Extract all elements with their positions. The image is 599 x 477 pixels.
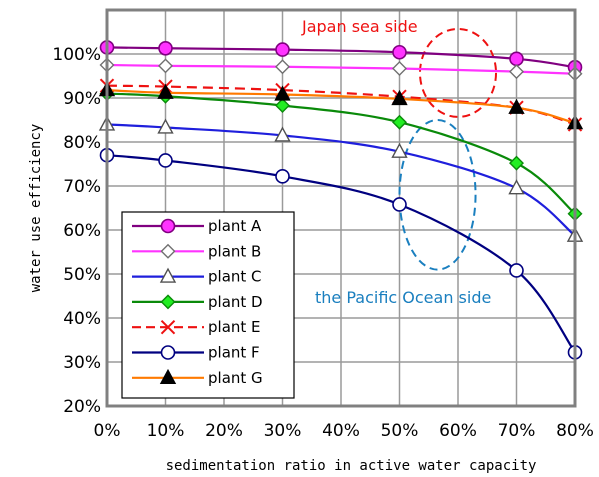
data-point — [392, 61, 407, 77]
series-plant-g — [98, 81, 584, 130]
data-point — [509, 51, 524, 67]
data-point — [158, 153, 173, 168]
data-point — [274, 85, 291, 101]
y-tick-label: 60% — [63, 221, 101, 241]
legend-label: plant A — [208, 217, 262, 235]
legend-marker — [160, 243, 176, 259]
x-tick-label: 50% — [381, 421, 419, 441]
legend: plant A plant B plant C plant D plant E plant… — [121, 211, 295, 399]
legend-entry: plant C — [132, 268, 262, 286]
legend-entry: plant A — [132, 217, 262, 235]
y-tick-label: 100% — [52, 45, 101, 65]
data-point — [509, 155, 524, 171]
y-tick-label: 50% — [63, 265, 101, 285]
legend-entry: plant F — [132, 344, 260, 362]
legend-label: plant C — [208, 268, 262, 286]
data-point — [157, 83, 174, 99]
y-tick-label: 80% — [63, 133, 101, 153]
data-point — [508, 98, 525, 114]
x-tick-label: 70% — [498, 421, 536, 441]
data-point — [392, 197, 407, 212]
data-point — [392, 114, 407, 130]
legend-entry: plant E — [132, 318, 261, 336]
legend-marker — [160, 319, 176, 335]
legend-marker — [160, 294, 176, 310]
x-tick-label: 20% — [205, 421, 243, 441]
y-tick-label: 30% — [63, 353, 101, 373]
data-point — [158, 58, 173, 74]
legend-label: plant G — [208, 369, 263, 387]
x-tick-label: 80% — [556, 421, 594, 441]
data-point — [509, 64, 524, 80]
x-tick-label: 10% — [147, 421, 185, 441]
data-point — [508, 179, 525, 195]
y-axis-label: water use efficiency — [28, 124, 44, 293]
japan-sea-ellipse — [418, 27, 498, 118]
annotation-pacific-ocean: the Pacific Ocean side — [315, 288, 491, 307]
x-tick-labels: 0% 10% 20% 30% 40% 50% 60% 70% 80% — [94, 421, 594, 441]
y-tick-labels: 20% 30% 40% 50% 60% 70% 80% 90% 100% — [52, 45, 101, 417]
y-tick-label: 40% — [63, 309, 101, 329]
plot-frame — [105, 8, 577, 408]
legend-marker — [160, 345, 176, 360]
x-tick-label: 0% — [94, 421, 121, 441]
legend-label: plant D — [208, 293, 263, 311]
series-plant-f — [99, 147, 583, 360]
y-tick-label: 90% — [63, 89, 101, 109]
x-tick-label: 30% — [264, 421, 302, 441]
data-point — [391, 89, 408, 106]
series-plant-b — [99, 57, 583, 82]
data-point — [275, 169, 290, 184]
x-axis-label: sedimentation ratio in active water capa… — [166, 458, 537, 474]
data-point — [157, 118, 174, 134]
data-point — [275, 59, 290, 75]
legend-entry: plant D — [132, 293, 263, 311]
data-point — [274, 126, 291, 142]
legend-marker — [160, 218, 176, 234]
legend-entry: plant G — [132, 369, 263, 387]
legend-marker — [159, 267, 177, 283]
pacific-ocean-ellipse — [398, 119, 477, 271]
data-point — [158, 40, 173, 56]
legend-label: plant F — [208, 344, 260, 362]
data-point — [391, 142, 408, 158]
y-tick-label: 70% — [63, 177, 101, 197]
x-tick-label: 40% — [322, 421, 360, 441]
annotations — [398, 27, 498, 271]
data-point — [392, 44, 407, 60]
data-point — [275, 42, 290, 57]
legend-entry: plant B — [132, 242, 261, 260]
legend-marker — [159, 368, 177, 384]
legend-label: plant B — [208, 242, 261, 260]
legend-box — [121, 211, 295, 399]
x-tick-label: 60% — [439, 421, 477, 441]
data-point — [509, 263, 524, 278]
y-tick-label: 20% — [63, 397, 101, 417]
data-point — [275, 97, 290, 113]
legend-label: plant E — [208, 318, 261, 336]
annotation-japan-sea: Japan sea side — [301, 17, 418, 36]
